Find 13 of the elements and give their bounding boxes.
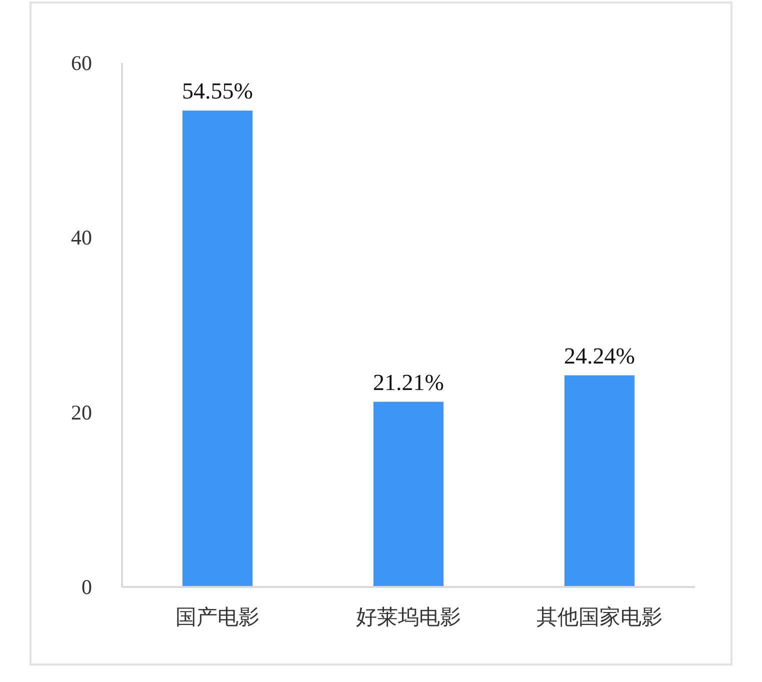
y-tick-label: 0 [82,575,92,599]
x-tick-label: 国产电影 [176,605,260,629]
y-tick-label: 20 [71,400,92,424]
bar [373,402,444,587]
x-tick-label: 好莱坞电影 [356,605,461,629]
bar [564,375,635,587]
x-tick-label: 其他国家电影 [536,605,662,629]
bar [182,110,253,587]
y-tick-label: 60 [71,51,92,75]
data-label: 21.21% [373,370,444,395]
data-label: 54.55% [182,78,253,104]
y-tick-label: 40 [71,226,92,250]
data-label: 24.24% [564,343,635,368]
